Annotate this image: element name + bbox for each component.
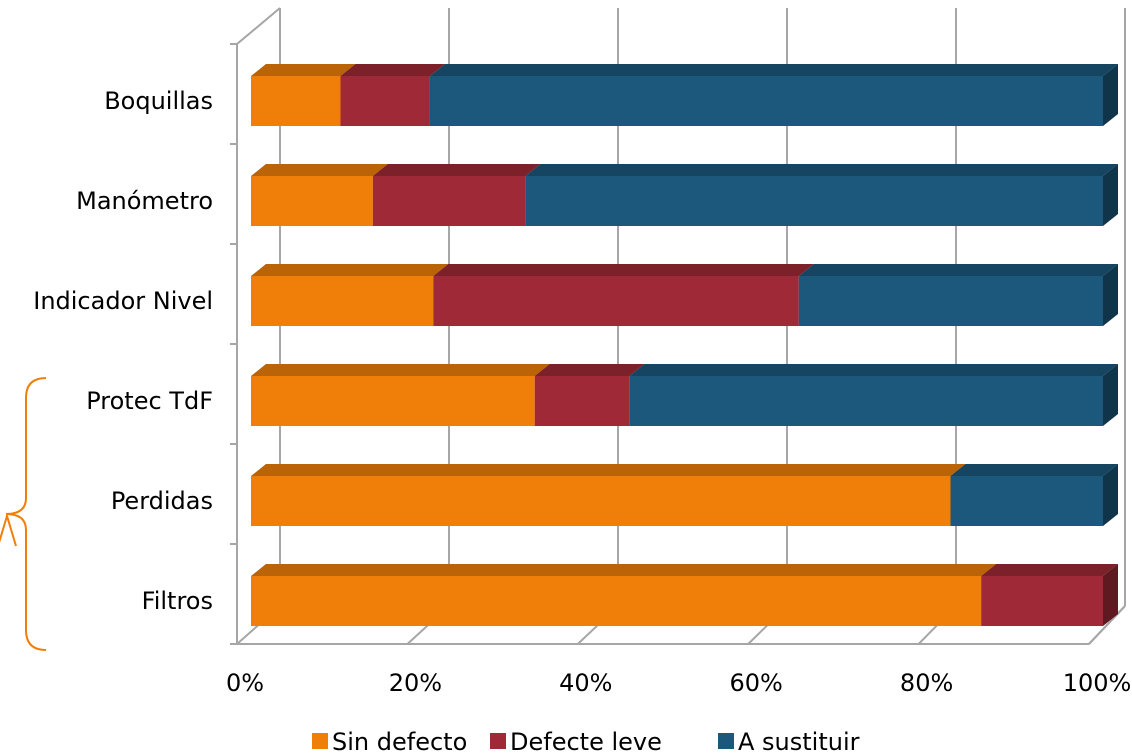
bar-end-boquillas (1103, 64, 1118, 126)
bar-segment-boquillas-sin-defecto-front (251, 76, 341, 126)
bar-segment-manometro-defecte-leve (372, 164, 541, 226)
bar-segment-filtros-defecte-leve (981, 564, 1118, 626)
bar-perdidas (251, 464, 1118, 526)
bar-end-manometro (1103, 164, 1118, 226)
bar-protec-tdf (251, 364, 1118, 426)
category-labels: Boquillas Manómetro Indicador Nivel Protec … (33, 87, 213, 615)
category-label-manometro: Manómetro (76, 187, 213, 215)
bar-segment-boquillas-sin-defecto (251, 64, 356, 126)
bar-segment-manometro-a-sustituir-front (525, 176, 1103, 226)
bar-segment-indicador-nivel-a-sustituir (798, 264, 1118, 326)
category-label-indicador-nivel: Indicador Nivel (33, 287, 213, 315)
bar-segment-boquillas-defecte-leve (340, 64, 445, 126)
bar-segment-manometro-defecte-leve-top (372, 164, 541, 176)
bar-segment-protec-tdf-sin-defecto-top (251, 364, 550, 376)
bar-segment-manometro-a-sustituir-top (525, 164, 1118, 176)
bar-segment-boquillas-defecte-leve-front (340, 76, 430, 126)
bar-segment-protec-tdf-sin-defecto-front (251, 376, 535, 426)
bar-segment-boquillas-sin-defecto-top (251, 64, 356, 76)
bar-segment-indicador-nivel-sin-defecto-front (251, 276, 434, 326)
legend-label-a-sustituir: A sustituir (738, 728, 860, 755)
x-tick-label-20: 20% (389, 669, 442, 697)
bar-segment-manometro-defecte-leve-front (372, 176, 526, 226)
x-tick-label-60: 60% (730, 669, 783, 697)
bar-manometro (251, 164, 1118, 226)
bar-segment-indicador-nivel-sin-defecto-top (251, 264, 449, 276)
bar-segment-filtros-sin-defecto-front (251, 576, 982, 626)
bar-segment-indicador-nivel-defecte-leve-front (433, 276, 799, 326)
bar-segment-protec-tdf-defecte-leve-front (534, 376, 630, 426)
bar-segment-filtros-sin-defecto-top (251, 564, 997, 576)
bar-segment-perdidas-a-sustituir-front (950, 476, 1103, 526)
x-tick-label-40: 40% (559, 669, 612, 697)
category-label-protec-tdf: Protec TdF (86, 387, 213, 415)
side-wall-top-edge (236, 7, 281, 45)
bars (251, 64, 1118, 626)
category-label-perdidas: Perdidas (111, 487, 213, 515)
bar-segment-manometro-sin-defecto-top (251, 164, 388, 176)
x-tick-label-0: 0% (226, 669, 264, 697)
bar-segment-perdidas-a-sustituir-top (950, 464, 1118, 476)
bar-end-perdidas (1103, 464, 1118, 526)
bar-end-indicador-nivel (1103, 264, 1118, 326)
bar-segment-boquillas-a-sustituir (429, 64, 1118, 126)
category-label-boquillas: Boquillas (104, 87, 213, 115)
floor-gridline-100 (1088, 605, 1126, 645)
bar-segment-indicador-nivel-defecte-leve-top (433, 264, 814, 276)
legend-swatch-sin-defecto (312, 733, 328, 749)
bar-segment-filtros-defecte-leve-front (981, 576, 1103, 626)
bar-end-protec-tdf (1103, 364, 1118, 426)
bar-segment-filtros-sin-defecto (251, 564, 997, 626)
legend-item-sin-defecto: Sin defecto (312, 728, 467, 755)
x-tick-labels: 0% 20% 40% 60% 80% 100% (226, 669, 1131, 697)
bar-segment-indicador-nivel-a-sustituir-top (798, 264, 1118, 276)
legend-label-sin-defecto: Sin defecto (332, 728, 467, 755)
bar-end-filtros (1103, 564, 1118, 626)
bar-segment-boquillas-defecte-leve-top (340, 64, 445, 76)
bar-segment-protec-tdf-a-sustituir (629, 364, 1118, 426)
bar-boquillas (251, 64, 1118, 126)
legend-swatch-a-sustituir (718, 733, 734, 749)
bar-segment-manometro-sin-defecto-front (251, 176, 373, 226)
x-tick-label-100: 100% (1063, 669, 1132, 697)
legend-item-a-sustituir: A sustituir (718, 728, 860, 755)
x-tick-label-80: 80% (900, 669, 953, 697)
legend-swatch-defecte-leve (490, 733, 506, 749)
bar-segment-perdidas-sin-defecto-front (251, 476, 951, 526)
bar-filtros (251, 564, 1118, 626)
bracket-annotation (0, 377, 47, 651)
bar-segment-boquillas-a-sustituir-top (429, 64, 1118, 76)
annotation-arrowhead (0, 512, 17, 547)
category-label-filtros: Filtros (142, 587, 213, 615)
bar-segment-protec-tdf-a-sustituir-front (629, 376, 1103, 426)
bar-segment-filtros-defecte-leve-top (981, 564, 1118, 576)
bar-segment-perdidas-a-sustituir (950, 464, 1118, 526)
legend: Sin defecto Defecte leve A sustituir (312, 728, 860, 755)
bar-indicador-nivel (251, 264, 1118, 326)
bar-segment-manometro-a-sustituir (525, 164, 1118, 226)
bar-segment-perdidas-sin-defecto (251, 464, 966, 526)
legend-item-defecte-leve: Defecte leve (490, 728, 662, 755)
bar-segment-indicador-nivel-sin-defecto (251, 264, 449, 326)
bar-segment-boquillas-a-sustituir-front (429, 76, 1103, 126)
bar-segment-protec-tdf-defecte-leve-top (534, 364, 645, 376)
bar-segment-protec-tdf-sin-defecto (251, 364, 550, 426)
axis-ticks (230, 43, 237, 645)
bar-segment-perdidas-sin-defecto-top (251, 464, 966, 476)
annotation-bracket (5, 377, 47, 651)
legend-label-defecte-leve: Defecte leve (510, 728, 662, 755)
bar-segment-indicador-nivel-defecte-leve (433, 264, 814, 326)
bar-segment-manometro-sin-defecto (251, 164, 388, 226)
bar-segment-protec-tdf-defecte-leve (534, 364, 645, 426)
bar-segment-indicador-nivel-a-sustituir-front (798, 276, 1103, 326)
bar-segment-protec-tdf-a-sustituir-top (629, 364, 1118, 376)
